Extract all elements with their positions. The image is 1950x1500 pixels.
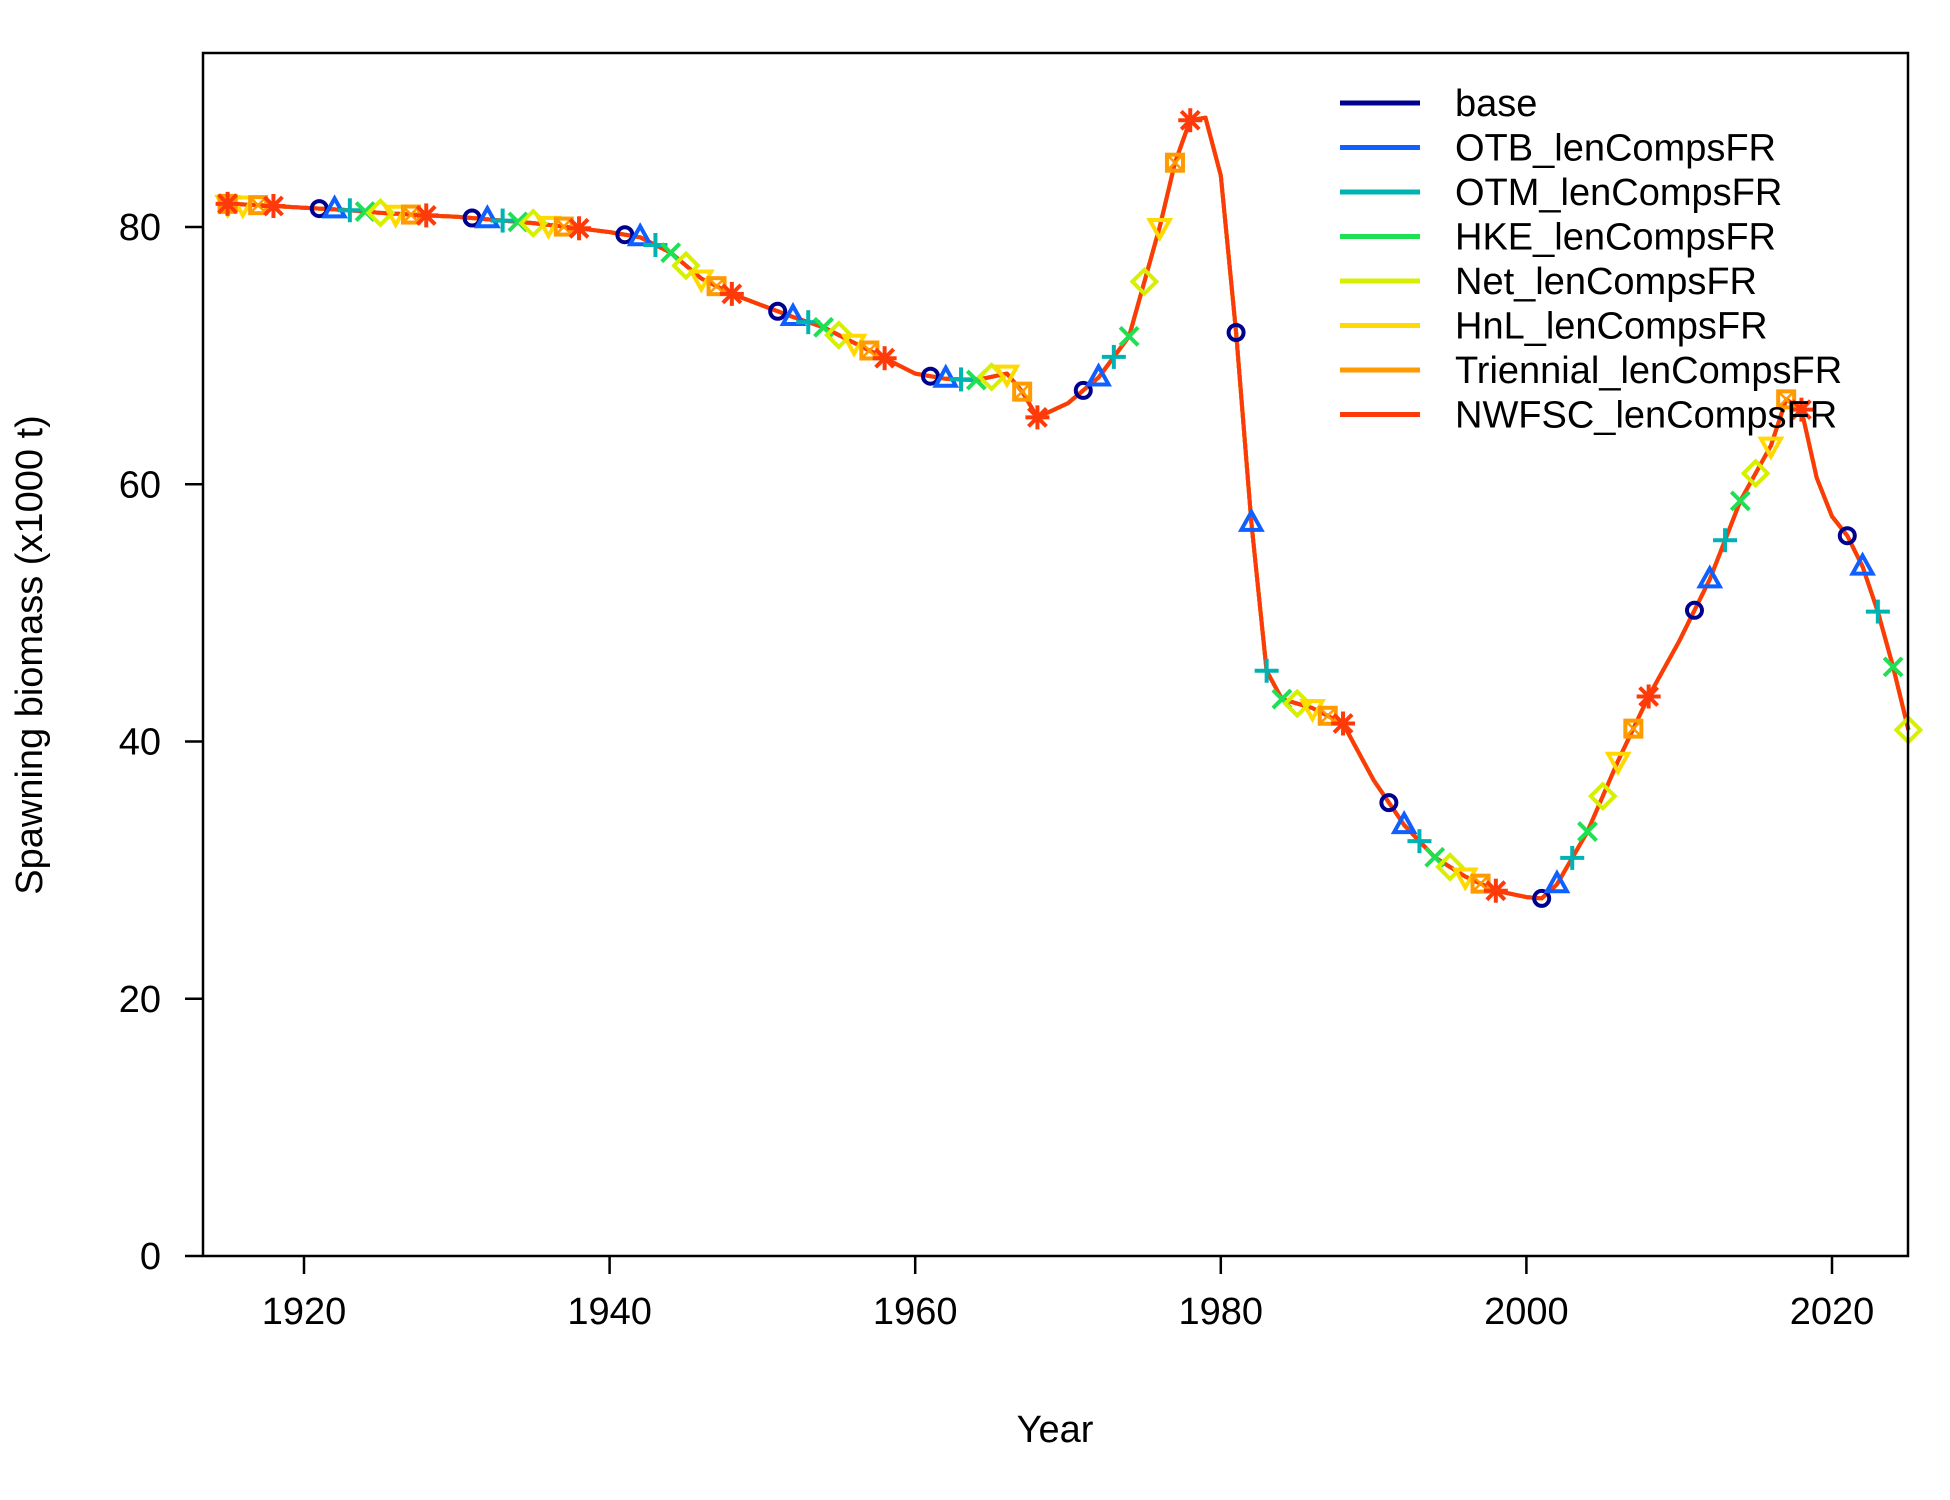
- y-tick-label: 60: [119, 464, 161, 506]
- plot-frame: [201, 51, 1910, 1258]
- marker-otb-lencompsfr: [1849, 551, 1876, 576]
- marker-hke-lencompsfr: [1118, 325, 1140, 347]
- legend-label: OTB_lenCompsFR: [1455, 128, 1776, 170]
- y-axis: 0 20 40 60 80: [119, 207, 203, 1278]
- legend-label: base: [1455, 83, 1537, 125]
- y-tick-label: 80: [119, 207, 161, 249]
- marker-hnl-lencompsfr: [840, 333, 868, 358]
- marker-hnl-lencompsfr: [1604, 751, 1632, 776]
- marker-otb-lencompsfr: [1543, 869, 1571, 894]
- marker-hke-lencompsfr: [660, 242, 682, 264]
- marker-nwfsc-lencompsfr: [1636, 684, 1661, 709]
- marker-otb-lencompsfr: [1237, 507, 1265, 532]
- marker-nwfsc-lencompsfr: [1025, 405, 1050, 430]
- marker-otm-lencompsfr: [949, 367, 974, 392]
- legend-label: HnL_lenCompsFR: [1455, 306, 1768, 348]
- marker-hnl-lencompsfr: [1757, 436, 1785, 461]
- marker-otm-lencompsfr: [1254, 658, 1279, 683]
- marker-hnl-lencompsfr: [382, 204, 410, 229]
- marker-triennial-lencompsfr: [1623, 718, 1644, 739]
- marker-nwfsc-lencompsfr: [1178, 108, 1203, 133]
- series-markers: [214, 108, 1924, 908]
- marker-hnl-lencompsfr: [535, 215, 562, 240]
- marker-otm-lencompsfr: [337, 198, 362, 223]
- marker-base: [1684, 600, 1704, 620]
- x-axis-title: Year: [1017, 1409, 1094, 1451]
- marker-net-lencompsfr: [1740, 458, 1771, 489]
- marker-otb-lencompsfr: [932, 363, 960, 388]
- marker-net-lencompsfr: [1129, 266, 1160, 297]
- marker-otm-lencompsfr: [1713, 528, 1738, 553]
- legend-label: Triennial_lenCompsFR: [1455, 350, 1842, 392]
- x-tick-label: 1940: [567, 1291, 652, 1333]
- legend-label: NWFSC_lenCompsFR: [1455, 395, 1837, 437]
- marker-base: [1379, 793, 1399, 813]
- marker-nwfsc-lencompsfr: [1789, 397, 1814, 422]
- marker-otm-lencompsfr: [490, 208, 515, 233]
- legend: baseOTB_lenCompsFROTM_lenCompsFRHKE_lenC…: [1340, 83, 1842, 437]
- legend-label: HKE_lenCompsFR: [1455, 217, 1776, 259]
- marker-base: [920, 366, 940, 386]
- y-tick-label: 40: [119, 722, 161, 764]
- marker-nwfsc-lencompsfr: [1483, 878, 1508, 903]
- marker-hnl-lencompsfr: [687, 269, 715, 294]
- marker-otb-lencompsfr: [1696, 564, 1724, 589]
- marker-nwfsc-lencompsfr: [414, 203, 439, 228]
- marker-otm-lencompsfr: [1865, 599, 1890, 624]
- x-tick-label: 2020: [1790, 1291, 1875, 1333]
- marker-base: [768, 301, 788, 321]
- x-axis: 1920 1940 1960 1980 2000 2020: [262, 1256, 1875, 1333]
- x-tick-label: 1980: [1179, 1291, 1264, 1333]
- marker-hke-lencompsfr: [1577, 821, 1598, 842]
- marker-hke-lencompsfr: [1882, 656, 1904, 678]
- marker-hnl-lencompsfr: [1146, 218, 1174, 243]
- marker-base: [1226, 322, 1246, 342]
- marker-net-lencompsfr: [823, 320, 854, 350]
- marker-otb-lencompsfr: [473, 204, 501, 229]
- marker-nwfsc-lencompsfr: [1331, 711, 1356, 736]
- marker-triennial-lencompsfr: [1012, 381, 1033, 402]
- marker-otm-lencompsfr: [1101, 344, 1126, 369]
- marker-nwfsc-lencompsfr: [872, 346, 897, 371]
- marker-otm-lencompsfr: [1407, 829, 1432, 854]
- marker-nwfsc-lencompsfr: [719, 281, 744, 306]
- x-tick-label: 1960: [873, 1291, 958, 1333]
- marker-otb-lencompsfr: [779, 301, 807, 327]
- marker-triennial-lencompsfr: [1776, 389, 1797, 410]
- marker-hnl-lencompsfr: [229, 195, 257, 220]
- legend-label: OTM_lenCompsFR: [1455, 172, 1782, 214]
- marker-base: [1532, 888, 1552, 908]
- marker-base: [1073, 380, 1093, 400]
- marker-otb-lencompsfr: [321, 194, 348, 219]
- y-tick-label: 20: [119, 979, 161, 1021]
- x-tick-label: 1920: [262, 1291, 347, 1333]
- marker-net-lencompsfr: [671, 250, 701, 281]
- marker-net-lencompsfr: [1587, 781, 1618, 811]
- marker-hke-lencompsfr: [1729, 490, 1751, 512]
- y-axis-title: Spawning biomass (x1000 t): [9, 415, 51, 894]
- marker-net-lencompsfr: [1435, 852, 1465, 882]
- y-tick-label: 0: [140, 1236, 161, 1278]
- legend-label: Net_lenCompsFR: [1455, 261, 1757, 303]
- marker-hnl-lencompsfr: [1451, 867, 1479, 892]
- marker-otb-lencompsfr: [1085, 362, 1112, 387]
- x-tick-label: 2000: [1484, 1291, 1569, 1333]
- marker-hnl-lencompsfr: [1299, 699, 1326, 724]
- marker-base: [615, 225, 635, 245]
- marker-base: [1837, 526, 1857, 546]
- marker-nwfsc-lencompsfr: [567, 216, 592, 241]
- marker-otb-lencompsfr: [626, 222, 654, 247]
- marker-otm-lencompsfr: [1560, 845, 1585, 870]
- marker-base: [462, 208, 482, 228]
- marker-nwfsc-lencompsfr: [261, 193, 286, 218]
- marker-triennial-lencompsfr: [1164, 152, 1185, 173]
- marker-hnl-lencompsfr: [993, 364, 1021, 389]
- marker-nwfsc-lencompsfr: [215, 191, 240, 216]
- marker-otb-lencompsfr: [1390, 809, 1418, 835]
